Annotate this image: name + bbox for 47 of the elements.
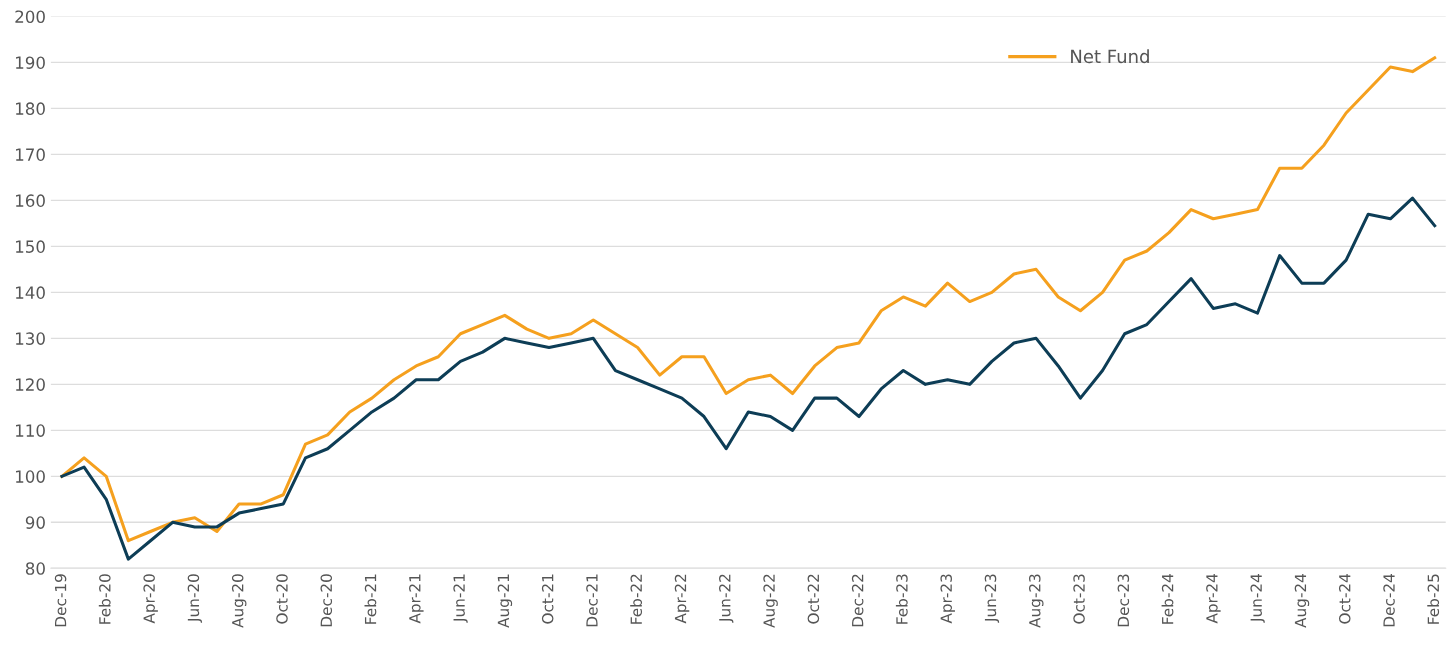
x-tick-label: Oct-20 bbox=[276, 574, 288, 624]
x-tick-label: Aug-22 bbox=[763, 574, 778, 628]
y-tick-label: 190 bbox=[16, 56, 45, 69]
x-tick-label: Feb-22 bbox=[630, 574, 643, 624]
x-tick-label: Apr-22 bbox=[674, 574, 690, 624]
y-tick-label: 150 bbox=[16, 240, 45, 253]
y-tick-label: 200 bbox=[15, 10, 45, 23]
x-tick-label: Oct-23 bbox=[1073, 574, 1085, 624]
x-tick-label: Apr-23 bbox=[940, 574, 955, 624]
x-tick-label: Jun-23 bbox=[984, 574, 1000, 623]
x-tick-label: Jun-24 bbox=[1250, 574, 1265, 623]
x-tick-label: Dec-24 bbox=[1383, 574, 1395, 627]
x-tick-label: Oct-24 bbox=[1338, 574, 1351, 624]
x-tick-label: Aug-24 bbox=[1294, 574, 1310, 628]
x-tick-label: Apr-24 bbox=[1206, 574, 1221, 624]
y-tick-label: 100 bbox=[16, 470, 45, 483]
x-tick-label: Dec-19 bbox=[54, 574, 67, 627]
y-tick-label: 170 bbox=[16, 148, 45, 161]
x-tick-label: Apr-20 bbox=[143, 574, 158, 624]
x-tick-label: Oct-21 bbox=[541, 574, 554, 624]
x-tick-label: Feb-21 bbox=[364, 574, 377, 624]
x-tick-label: Dec-23 bbox=[1117, 574, 1130, 627]
y-tick-label: 90 bbox=[25, 516, 45, 529]
y-tick-label: 160 bbox=[16, 194, 45, 207]
x-tick-label: Dec-20 bbox=[320, 574, 333, 627]
legend-label: Net Fund bbox=[1071, 49, 1149, 64]
x-tick-label: Feb-23 bbox=[895, 574, 908, 624]
line-series bbox=[60, 196, 1437, 561]
x-tick-label: Feb-24 bbox=[1161, 574, 1174, 624]
x-tick-label: Aug-21 bbox=[497, 574, 513, 628]
x-tick-label: Aug-20 bbox=[231, 574, 247, 628]
x-tick-label: Dec-21 bbox=[586, 574, 598, 627]
x-tick-label: Jun-20 bbox=[187, 574, 203, 623]
x-tick-label: Feb-20 bbox=[98, 574, 111, 624]
y-tick-label: 80 bbox=[25, 562, 45, 575]
y-tick-label: 130 bbox=[16, 332, 45, 345]
x-tick-label: Dec-22 bbox=[851, 574, 864, 627]
x-tick-label: Apr-21 bbox=[409, 574, 424, 624]
y-tick-label: 140 bbox=[16, 286, 45, 299]
y-tick-label: 180 bbox=[16, 102, 45, 115]
x-tick-label: Jun-22 bbox=[719, 574, 734, 623]
x-tick-label: Jun-21 bbox=[453, 574, 468, 623]
x-tick-label: Feb-25 bbox=[1427, 574, 1440, 624]
y-tick-label: 120 bbox=[16, 378, 45, 391]
x-tick-label: Oct-22 bbox=[807, 574, 820, 624]
x-tick-label: Aug-23 bbox=[1029, 574, 1044, 628]
y-tick-label: 110 bbox=[16, 424, 45, 437]
